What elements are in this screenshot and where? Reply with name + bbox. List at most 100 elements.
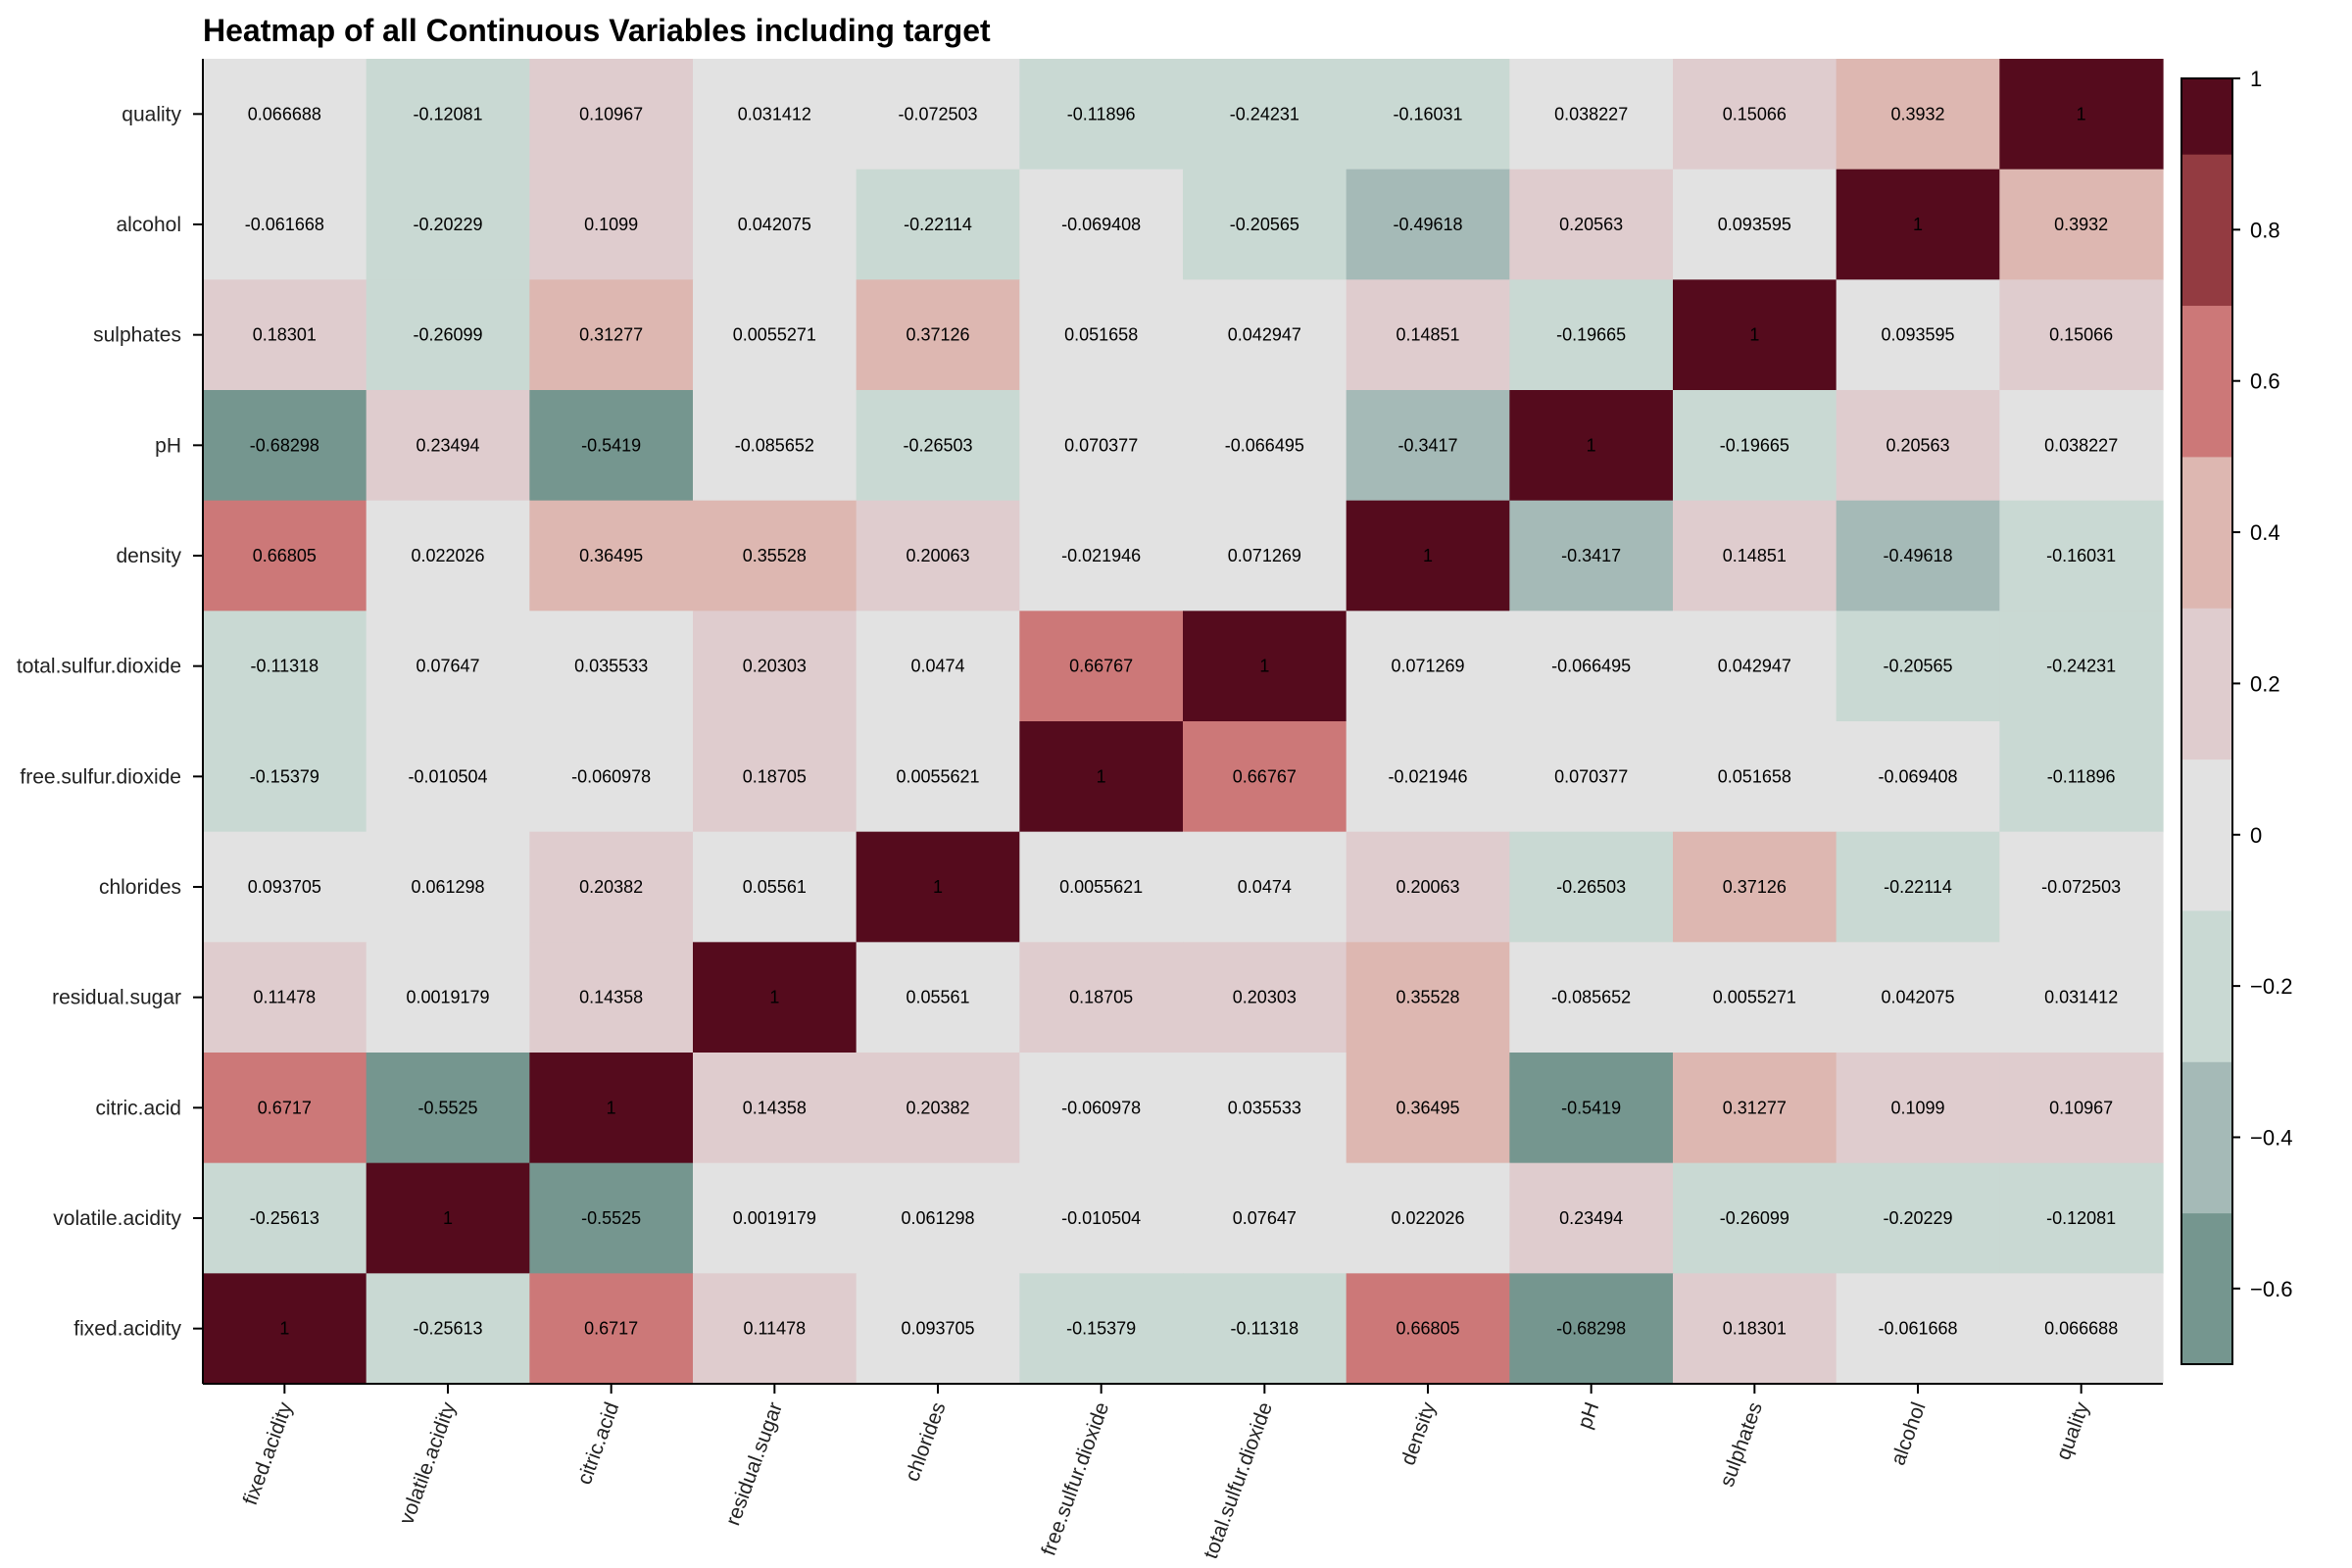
y-tick-label: citric.acid	[95, 1097, 181, 1119]
heatmap-cell-label: 0.14851	[1723, 546, 1787, 565]
heatmap-cell-label: 0.071269	[1228, 546, 1301, 565]
heatmap-cell	[1183, 1162, 1348, 1274]
heatmap-cell	[1509, 1162, 1674, 1274]
heatmap-cell	[203, 169, 368, 280]
x-tick-label: total.sulfur.dioxide	[1200, 1399, 1277, 1562]
y-tick-label: volatile.acidity	[53, 1207, 181, 1230]
heatmap-cell	[1509, 942, 1674, 1054]
heatmap-cell	[1183, 1053, 1348, 1164]
heatmap-cell	[1673, 59, 1838, 171]
heatmap-cell	[366, 831, 530, 943]
heatmap-cell-label: -0.24231	[2046, 657, 2116, 676]
heatmap-cell	[529, 500, 694, 612]
x-tick-label: density	[1396, 1398, 1441, 1468]
heatmap-cell	[366, 169, 530, 280]
heatmap-cell	[856, 1053, 1020, 1164]
heatmap-cell-label: -0.069408	[1878, 766, 1957, 786]
y-tick-label: density	[116, 545, 181, 567]
heatmap-cell-label: 1	[1913, 215, 1923, 234]
heatmap-cell-label: 0.37126	[906, 325, 969, 345]
heatmap-cell-label: 0.0055271	[733, 325, 816, 345]
heatmap-cell-label: 0.051658	[1718, 766, 1791, 786]
colorbar-frame	[2180, 77, 2233, 1365]
heatmap-cell	[1836, 279, 2000, 391]
colorbar-bin	[2181, 608, 2232, 760]
heatmap-cell-label: 0.11478	[743, 1319, 806, 1339]
heatmap-cell-label: -0.11318	[1230, 1319, 1298, 1339]
heatmap-cell	[1183, 1273, 1348, 1385]
heatmap-cell-label: -0.11318	[250, 657, 318, 676]
heatmap-cell	[856, 169, 1020, 280]
heatmap-cell-label: 0.3932	[2054, 215, 2108, 234]
heatmap-cell-label: -0.20565	[1883, 657, 1952, 676]
heatmap-cell-label: 0.20382	[579, 877, 643, 897]
heatmap-cells	[203, 59, 2164, 1385]
heatmap-cell-label: -0.010504	[1061, 1208, 1141, 1228]
x-tick-label: citric.acid	[573, 1399, 624, 1488]
heatmap-cell-label: 0.070377	[1064, 435, 1138, 455]
heatmap-cell	[1673, 611, 1838, 722]
heatmap-cell	[856, 279, 1020, 391]
heatmap-cell-label: -0.20229	[413, 215, 482, 234]
heatmap-cell	[366, 1273, 530, 1385]
heatmap-cell-label: -0.20229	[1883, 1208, 1952, 1228]
heatmap-cell-label: -0.25613	[250, 1208, 319, 1228]
x-tick-label: residual.sugar	[721, 1399, 787, 1529]
heatmap-cell-label: 0.1099	[584, 215, 638, 234]
heatmap-cell-label: 0.042947	[1228, 325, 1301, 345]
heatmap-cell	[366, 942, 530, 1054]
heatmap-cell-label: 0.0019179	[406, 988, 489, 1007]
chart-title: Heatmap of all Continuous Variables incl…	[203, 13, 991, 48]
heatmap-cell-label: 0.035533	[574, 657, 648, 676]
heatmap-cell-label: 0.6717	[584, 1319, 638, 1339]
heatmap-cell	[1019, 831, 1184, 943]
heatmap-cell	[1836, 169, 2000, 280]
y-tick-label: total.sulfur.dioxide	[17, 656, 181, 678]
heatmap-cell	[1346, 59, 1510, 171]
heatmap-cell	[1346, 500, 1510, 612]
heatmap-cell-label: 1	[279, 1319, 289, 1339]
heatmap-cell-label: 0.061298	[411, 877, 484, 897]
heatmap-cell-label: -0.066495	[1225, 435, 1304, 455]
heatmap-cell	[1673, 169, 1838, 280]
heatmap-cell	[1346, 942, 1510, 1054]
heatmap-cell-label: 0.6717	[258, 1098, 312, 1117]
heatmap-cell-label: -0.16031	[2046, 546, 2116, 565]
heatmap-cell	[203, 279, 368, 391]
heatmap-cell	[1673, 390, 1838, 502]
heatmap-cell-label: -0.085652	[735, 435, 814, 455]
heatmap-cell-label: 0.36495	[1396, 1098, 1459, 1117]
heatmap-cell	[1673, 721, 1838, 833]
heatmap-cell	[1346, 721, 1510, 833]
heatmap-cell-label: -0.22114	[904, 215, 972, 234]
heatmap-cell-label: 0.022026	[411, 546, 484, 565]
heatmap-cell	[1183, 169, 1348, 280]
heatmap-cell-label: 0.0474	[910, 657, 964, 676]
heatmap-cell	[693, 1273, 858, 1385]
heatmap-cell	[203, 1273, 368, 1385]
heatmap-cell	[1019, 59, 1184, 171]
heatmap-cell	[1509, 500, 1674, 612]
heatmap-cell	[366, 390, 530, 502]
heatmap-cell-label: -0.072503	[898, 104, 977, 123]
heatmap-cell	[1999, 831, 2164, 943]
heatmap-cell	[1509, 1053, 1674, 1164]
heatmap-cell-label: -0.060978	[571, 766, 651, 786]
heatmap-cell-label: 0.66767	[1233, 766, 1297, 786]
heatmap-cell	[1836, 1053, 2000, 1164]
heatmap-cell-label: -0.24231	[1230, 104, 1299, 123]
heatmap-cell-label: 0.20303	[1233, 988, 1297, 1007]
colorbar-tick-label: 0	[2250, 823, 2262, 848]
heatmap-cell-label: 0.042947	[1718, 657, 1791, 676]
heatmap-cell	[1836, 59, 2000, 171]
x-axis-ticks: fixed.acidity volatile.acidity citric.acid…	[239, 1384, 2094, 1562]
heatmap-cell-label: 0.042075	[1881, 988, 1954, 1007]
colorbar: 1 0.8 0.6 0.4 0.2 0 −0.2 −0.4 −0.6	[2180, 67, 2292, 1365]
heatmap-cell-label: 0.15066	[1723, 104, 1787, 123]
heatmap-cell-label: 1	[933, 877, 943, 897]
heatmap-cell	[203, 721, 368, 833]
heatmap-cell-label: 0.05561	[906, 988, 969, 1007]
heatmap-cell	[366, 1053, 530, 1164]
heatmap-cell-label: -0.19665	[1556, 325, 1626, 345]
heatmap-cell	[529, 169, 694, 280]
